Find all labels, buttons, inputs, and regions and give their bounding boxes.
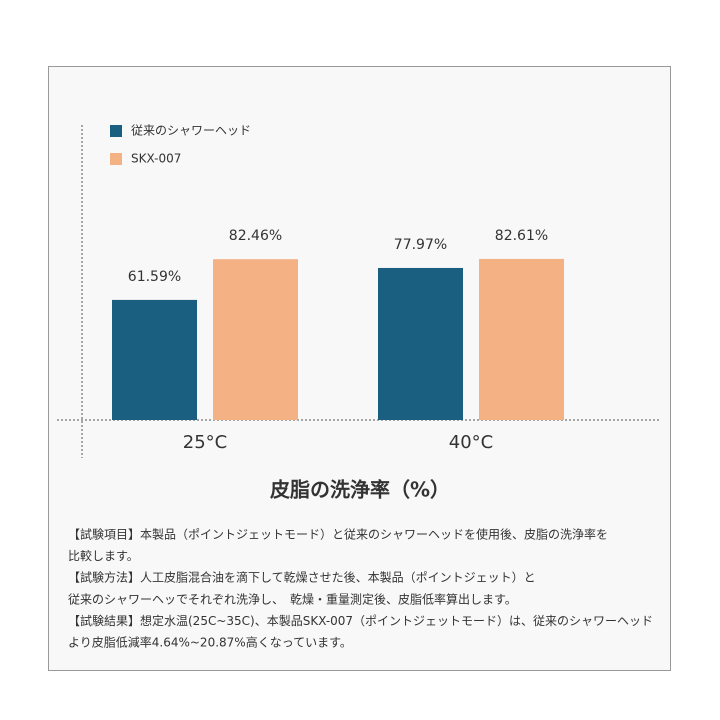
note-line: 【試験結果】想定水温(25C~35C)、本製品SKX-007（ポイントジェットモ…	[68, 613, 653, 628]
value-label: 77.97%	[394, 237, 447, 253]
note-line: 【試験方法】人工皮脂混合油を滴下して乾燥させた後、本製品（ポイントジェット）と	[68, 570, 536, 585]
legend-swatch	[110, 153, 122, 165]
note-line: 比較します。	[68, 548, 139, 563]
bar	[479, 258, 564, 420]
value-label: 82.46%	[229, 228, 282, 244]
chart-title: 皮脂の洗浄率（%）	[270, 478, 450, 502]
value-label: 61.59%	[128, 269, 181, 285]
bar	[213, 259, 298, 420]
bar	[378, 267, 463, 420]
note-line: 【試験項目】本製品（ポイントジェットモード）と従来のシャワーヘッドを使用後、皮脂…	[68, 527, 608, 542]
bar	[112, 299, 197, 420]
note-line: より皮脂低減率4.64%~20.87%高くなっています。	[68, 635, 352, 650]
value-label: 82.61%	[495, 228, 548, 244]
x-tick-label: 25°C	[183, 432, 227, 453]
legend-swatch	[110, 125, 122, 137]
legend-label: SKX-007	[131, 152, 181, 166]
legend-label: 従来のシャワーヘッド	[131, 124, 251, 138]
x-tick-label: 40°C	[449, 432, 493, 453]
note-line: 従来のシャワーヘッでそれぞれ洗浄し、 乾燥・重量測定後、皮脂低率算出します。	[68, 591, 517, 606]
